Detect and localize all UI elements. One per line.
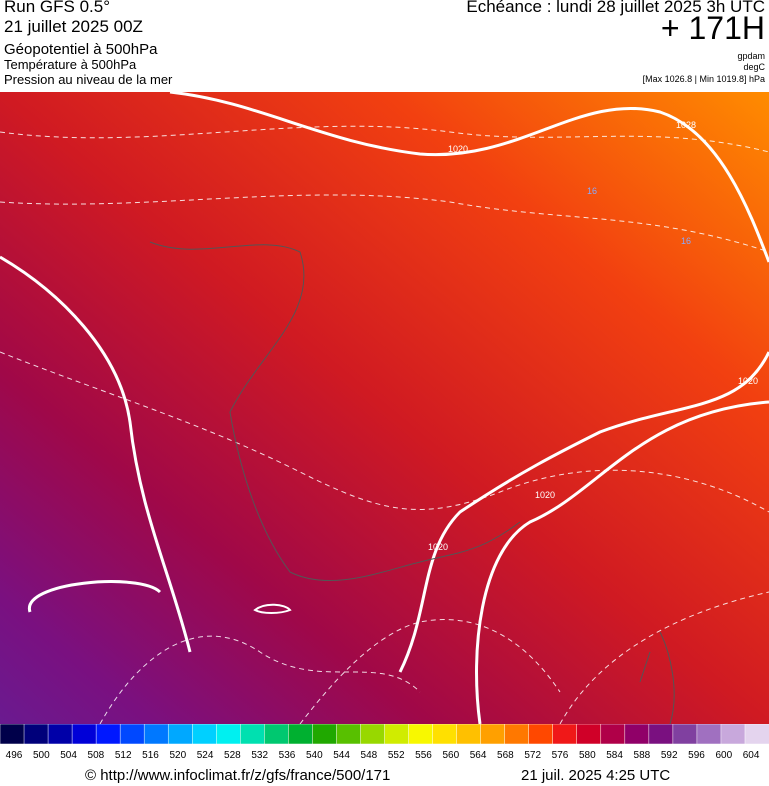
- scale-swatch: [648, 724, 674, 745]
- scale-label: 496: [6, 750, 23, 761]
- scale-label: 540: [306, 750, 323, 761]
- scale-swatch: [216, 724, 242, 745]
- scale-swatch: [0, 724, 25, 745]
- scale-label: 560: [442, 750, 459, 761]
- scale-swatch: [240, 724, 266, 745]
- geopotential-lines: [0, 125, 769, 724]
- map: 1020 1028 16 16 1020 1020 1020: [0, 92, 769, 724]
- scale-swatch: [456, 724, 482, 745]
- contour-label: 1020: [448, 144, 468, 154]
- scale-label: 536: [279, 750, 296, 761]
- contour-label: 1028: [676, 120, 696, 130]
- contour-label: 16: [587, 186, 597, 196]
- echeance: Echéance : lundi 28 juillet 2025 3h UTC: [466, 0, 765, 16]
- scale-swatch: [600, 724, 626, 745]
- scale-swatch: [696, 724, 722, 745]
- scale-label: 504: [60, 750, 77, 761]
- isobars: [0, 92, 769, 724]
- scale-label: 564: [470, 750, 487, 761]
- scale-swatch: [23, 724, 49, 745]
- scale-swatch: [143, 724, 169, 745]
- scale-swatch: [480, 724, 506, 745]
- scale-label: 600: [715, 750, 732, 761]
- scale-label: 592: [661, 750, 678, 761]
- scale-label: 556: [415, 750, 432, 761]
- scale-swatch: [744, 724, 769, 745]
- scale-label: 596: [688, 750, 705, 761]
- scale-swatch: [312, 724, 338, 745]
- scale-swatch: [264, 724, 290, 745]
- scale-label: 572: [524, 750, 541, 761]
- contour-label: 16: [681, 236, 691, 246]
- scale-label: 588: [634, 750, 651, 761]
- scale-label: 576: [552, 750, 569, 761]
- timestamp: 21 juil. 2025 4:25 UTC: [521, 767, 671, 784]
- scale-label: 532: [251, 750, 268, 761]
- contour-label: 1020: [738, 376, 758, 386]
- field: Pression au niveau de la mer: [4, 72, 173, 87]
- scale-swatch: [95, 724, 121, 745]
- scale-swatch: [720, 724, 746, 745]
- scale-swatch: [336, 724, 362, 745]
- offset: + 171H: [660, 10, 765, 46]
- field: Géopotentiel à 500hPa: [4, 41, 158, 58]
- scale-label: 512: [115, 750, 132, 761]
- scale-swatch: [576, 724, 602, 745]
- scale-swatch: [504, 724, 530, 745]
- scale-label: 568: [497, 750, 514, 761]
- color-scale: 496 500 504 508 512 516 520 524 528 532 536 540 544 5…: [0, 724, 769, 761]
- field: Température à 500hPa: [4, 57, 137, 72]
- scale-label: 524: [197, 750, 214, 761]
- scale-swatch: [552, 724, 578, 745]
- source-url: © http://www.infoclimat.fr/z/gfs/france/…: [85, 767, 391, 784]
- scale-swatch: [288, 724, 314, 745]
- scale-label: 552: [388, 750, 405, 761]
- scale-label: 548: [361, 750, 378, 761]
- scale-label: 604: [743, 750, 760, 761]
- field-shading: [0, 92, 769, 724]
- scale-swatch: [167, 724, 193, 745]
- scale-swatch: [672, 724, 698, 745]
- scale-label: 580: [579, 750, 596, 761]
- scale-swatch: [528, 724, 554, 745]
- scale-swatch: [624, 724, 650, 745]
- scale-label: 508: [88, 750, 105, 761]
- contour-label: 1020: [428, 542, 448, 552]
- scale-swatch: [408, 724, 434, 745]
- scale-label: 520: [169, 750, 186, 761]
- scale-label: 584: [606, 750, 623, 761]
- scale-label: 544: [333, 750, 350, 761]
- run-date: 21 juillet 2025 00Z: [4, 17, 143, 36]
- coastline: [149, 241, 675, 724]
- unit: degC: [743, 62, 765, 72]
- scale-label: 528: [224, 750, 241, 761]
- scale-swatch: [360, 724, 386, 745]
- scale-label: 516: [142, 750, 159, 761]
- scale-swatch: [432, 724, 458, 745]
- scale-swatch: [47, 724, 73, 745]
- scale-swatch: [119, 724, 145, 745]
- scale-swatch: [71, 724, 97, 745]
- run: Run GFS 0.5°: [4, 0, 111, 16]
- scale-label: 500: [33, 750, 50, 761]
- unit: gpdam: [737, 51, 765, 61]
- scale-swatch: [192, 724, 218, 745]
- scale-swatch: [384, 724, 410, 745]
- range: [Max 1026.8 | Min 1019.8] hPa: [642, 74, 765, 84]
- contour-label: 1020: [535, 490, 555, 500]
